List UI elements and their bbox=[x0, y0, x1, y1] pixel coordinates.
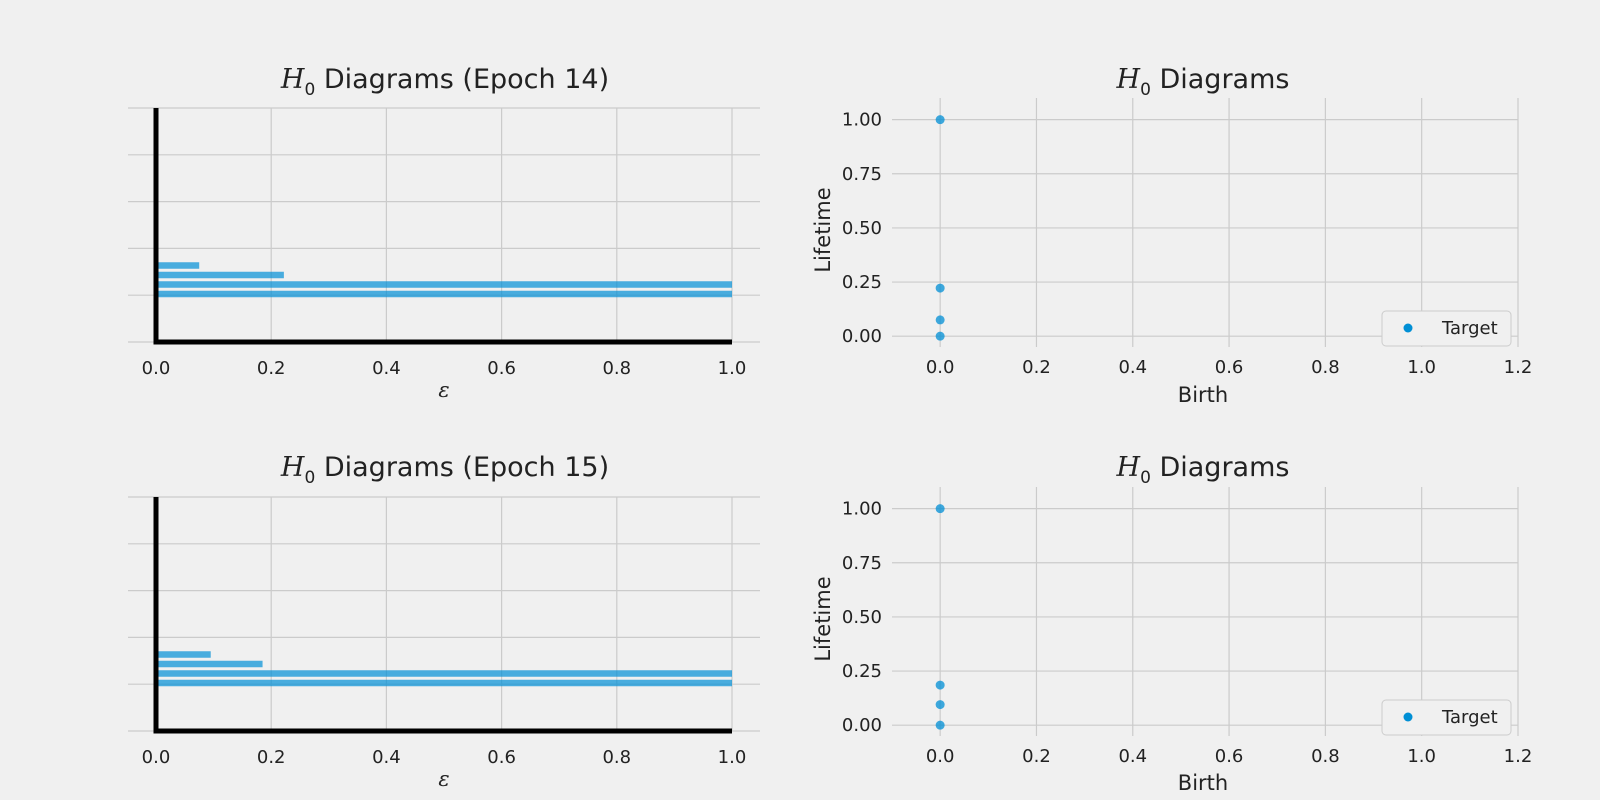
x-tick-label: 0.4 bbox=[1118, 746, 1147, 767]
x-tick-label: 1.0 bbox=[1407, 746, 1436, 767]
panel-title: H0 Diagrams (Epoch 15) bbox=[280, 452, 609, 488]
x-tick-label: 1.2 bbox=[1504, 746, 1533, 767]
x-tick-label: 0.4 bbox=[1118, 357, 1147, 378]
panel-barcode-epoch-15: H0 Diagrams (Epoch 15) 0.0 0.2 0.4 0.6 0.8 1.… bbox=[128, 452, 760, 791]
x-tick-label: 0.8 bbox=[1311, 746, 1340, 767]
x-tick-label: 1.0 bbox=[1407, 357, 1436, 378]
x-tick-label: 0.8 bbox=[602, 358, 631, 379]
y-axis-label: Lifetime bbox=[811, 576, 835, 661]
y-tick-label: 0.25 bbox=[842, 661, 882, 682]
x-tick-label: 0.4 bbox=[372, 358, 401, 379]
panel-scatter-bottom: H0 Diagrams 0.0 0.2 0.4 0.6 0.8 1.0 1.2 0.00 0.2… bbox=[811, 452, 1532, 795]
scatter-point bbox=[935, 700, 945, 710]
x-tick-label: 0.2 bbox=[1022, 746, 1051, 767]
x-tick-label: 0.2 bbox=[1022, 357, 1051, 378]
panel-scatter-top: H0 Diagrams 0.0 0.2 0.4 0.6 0.8 1.0 1.2 0.00 0.2… bbox=[811, 64, 1532, 407]
x-tick-label: 0.8 bbox=[602, 747, 631, 768]
x-axis-label: ε bbox=[438, 378, 449, 402]
legend-box bbox=[1381, 310, 1512, 347]
y-tick-label: 0.25 bbox=[842, 272, 882, 293]
scatter-point bbox=[935, 283, 945, 293]
x-tick-label: 0.0 bbox=[926, 746, 955, 767]
legend: Target bbox=[1381, 699, 1512, 736]
plot-area: 0.0 0.2 0.4 0.6 0.8 1.0 bbox=[128, 496, 760, 768]
legend-label: Target bbox=[1441, 707, 1498, 728]
scatter-point bbox=[935, 680, 945, 690]
x-tick-label: 1.0 bbox=[718, 358, 747, 379]
bar bbox=[156, 679, 732, 687]
legend: Target bbox=[1381, 310, 1512, 347]
legend-marker bbox=[1403, 323, 1413, 333]
y-tick-label: 0.75 bbox=[842, 553, 882, 574]
x-tick-label: 0.4 bbox=[372, 747, 401, 768]
x-tick-label: 0.0 bbox=[926, 357, 955, 378]
panel-barcode-epoch-14: H0 Diagrams (Epoch 14) 0.0 0.2 0.4 0.6 0.8 1.… bbox=[128, 64, 760, 402]
y-axis-label: Lifetime bbox=[811, 187, 835, 272]
panel-title: H0 Diagrams (Epoch 14) bbox=[280, 64, 609, 100]
x-tick-label: 1.0 bbox=[718, 747, 747, 768]
x-axis-label: Birth bbox=[1178, 383, 1228, 407]
y-tick-label: 1.00 bbox=[842, 110, 882, 131]
y-tick-label: 0.00 bbox=[842, 715, 882, 736]
bar bbox=[156, 670, 732, 677]
bar bbox=[156, 660, 263, 668]
x-axis-label: Birth bbox=[1178, 771, 1228, 795]
bar bbox=[156, 290, 732, 298]
x-tick-label: 0.8 bbox=[1311, 357, 1340, 378]
y-tick-label: 0.75 bbox=[842, 164, 882, 185]
x-tick-label: 1.2 bbox=[1504, 357, 1533, 378]
plot-area: 0.0 0.2 0.4 0.6 0.8 1.0 1.2 0.00 0.25 0.50 0.75 1.0… bbox=[842, 487, 1532, 767]
x-tick-label: 0.0 bbox=[142, 747, 171, 768]
bar bbox=[156, 262, 200, 269]
panel-title: H0 Diagrams bbox=[1116, 64, 1290, 100]
y-tick-label: 1.00 bbox=[842, 499, 882, 520]
legend-box bbox=[1381, 699, 1512, 736]
bar bbox=[156, 271, 284, 279]
x-tick-label: 0.0 bbox=[142, 358, 171, 379]
y-tick-label: 0.50 bbox=[842, 218, 882, 239]
x-tick-label: 0.6 bbox=[487, 747, 516, 768]
x-tick-label: 0.6 bbox=[1215, 746, 1244, 767]
x-tick-label: 0.2 bbox=[257, 747, 286, 768]
scatter-point bbox=[935, 504, 945, 514]
x-tick-label: 0.6 bbox=[1215, 357, 1244, 378]
plot-area: 0.0 0.2 0.4 0.6 0.8 1.0 bbox=[128, 107, 760, 379]
x-axis-label: ε bbox=[438, 767, 449, 791]
scatter-point bbox=[935, 720, 945, 730]
y-tick-label: 0.50 bbox=[842, 607, 882, 628]
scatter-point bbox=[935, 115, 945, 125]
bar bbox=[156, 651, 211, 658]
panel-title: H0 Diagrams bbox=[1116, 452, 1290, 488]
scatter-point bbox=[935, 315, 945, 325]
x-tick-label: 0.6 bbox=[487, 358, 516, 379]
legend-label: Target bbox=[1441, 318, 1498, 339]
bar bbox=[156, 281, 732, 288]
plot-area: 0.0 0.2 0.4 0.6 0.8 1.0 1.2 0.00 0.25 0.50 0.75 1.0… bbox=[842, 98, 1532, 378]
scatter-point bbox=[935, 331, 945, 341]
legend-marker bbox=[1403, 712, 1413, 722]
x-tick-label: 0.2 bbox=[257, 358, 286, 379]
y-tick-label: 0.00 bbox=[842, 326, 882, 347]
